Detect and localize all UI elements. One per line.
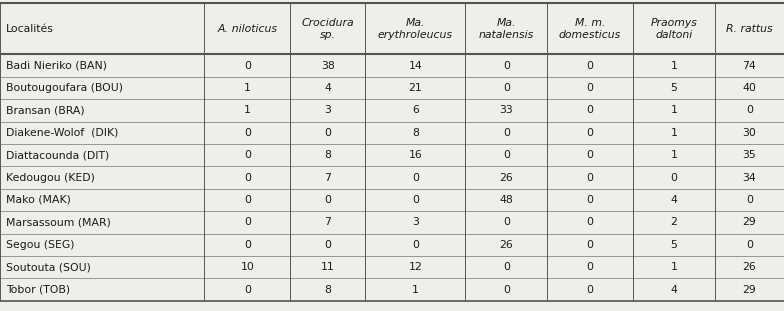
Text: 2: 2 — [670, 217, 677, 227]
Text: 0: 0 — [244, 285, 251, 295]
Text: Badi Nieriko (BAN): Badi Nieriko (BAN) — [6, 61, 107, 71]
Text: 1: 1 — [244, 83, 251, 93]
Text: 7: 7 — [325, 217, 331, 227]
Text: 0: 0 — [503, 128, 510, 138]
Text: M. m.
domesticus: M. m. domesticus — [559, 18, 621, 39]
Text: Diakene-Wolof  (DIK): Diakene-Wolof (DIK) — [6, 128, 118, 138]
Text: 0: 0 — [244, 128, 251, 138]
Text: 8: 8 — [325, 285, 331, 295]
Text: 1: 1 — [670, 61, 677, 71]
Text: 0: 0 — [244, 195, 251, 205]
Text: 6: 6 — [412, 105, 419, 115]
Text: 8: 8 — [325, 150, 331, 160]
Text: Segou (SEG): Segou (SEG) — [6, 240, 74, 250]
Text: 0: 0 — [586, 83, 593, 93]
Text: 3: 3 — [325, 105, 331, 115]
Text: 26: 26 — [499, 240, 514, 250]
Text: 10: 10 — [241, 262, 254, 272]
Text: Boutougoufara (BOU): Boutougoufara (BOU) — [6, 83, 123, 93]
Text: 0: 0 — [503, 61, 510, 71]
Text: 5: 5 — [670, 83, 677, 93]
Text: 38: 38 — [321, 61, 335, 71]
Text: 0: 0 — [586, 150, 593, 160]
Text: 1: 1 — [670, 128, 677, 138]
Text: 74: 74 — [742, 61, 757, 71]
Text: Kedougou (KED): Kedougou (KED) — [6, 173, 95, 183]
Text: 21: 21 — [408, 83, 423, 93]
Text: 40: 40 — [742, 83, 757, 93]
Text: 33: 33 — [499, 105, 514, 115]
Text: 0: 0 — [244, 240, 251, 250]
Text: 11: 11 — [321, 262, 335, 272]
Text: 0: 0 — [244, 173, 251, 183]
Text: 8: 8 — [412, 128, 419, 138]
Text: 0: 0 — [325, 195, 332, 205]
Text: 1: 1 — [412, 285, 419, 295]
Text: R. rattus: R. rattus — [726, 24, 773, 34]
Text: 0: 0 — [746, 195, 753, 205]
Text: 34: 34 — [742, 173, 757, 183]
Text: 0: 0 — [670, 173, 677, 183]
Text: 4: 4 — [325, 83, 331, 93]
Text: 26: 26 — [499, 173, 514, 183]
Text: 5: 5 — [670, 240, 677, 250]
Text: 1: 1 — [670, 262, 677, 272]
Text: 0: 0 — [586, 240, 593, 250]
Text: 0: 0 — [412, 195, 419, 205]
Text: Localités: Localités — [6, 24, 54, 34]
Text: 0: 0 — [503, 262, 510, 272]
Text: 7: 7 — [325, 173, 331, 183]
Text: 29: 29 — [742, 285, 757, 295]
Text: 0: 0 — [586, 262, 593, 272]
Text: Soutouta (SOU): Soutouta (SOU) — [6, 262, 91, 272]
Text: 0: 0 — [412, 173, 419, 183]
Text: 1: 1 — [244, 105, 251, 115]
Text: 0: 0 — [586, 105, 593, 115]
Text: 0: 0 — [503, 285, 510, 295]
Text: Tobor (TOB): Tobor (TOB) — [6, 285, 71, 295]
Text: 0: 0 — [586, 195, 593, 205]
Text: 0: 0 — [244, 61, 251, 71]
Text: Crocidura
sp.: Crocidura sp. — [302, 18, 354, 39]
Text: Ma.
erythroleucus: Ma. erythroleucus — [378, 18, 453, 39]
Text: 0: 0 — [586, 173, 593, 183]
Text: Marsassoum (MAR): Marsassoum (MAR) — [6, 217, 111, 227]
Text: Mako (MAK): Mako (MAK) — [6, 195, 71, 205]
Text: 0: 0 — [244, 217, 251, 227]
Text: 1: 1 — [670, 150, 677, 160]
Text: Bransan (BRA): Bransan (BRA) — [6, 105, 85, 115]
Text: A. niloticus: A. niloticus — [217, 24, 278, 34]
Text: 0: 0 — [503, 217, 510, 227]
Text: 14: 14 — [408, 61, 423, 71]
Text: 0: 0 — [746, 105, 753, 115]
Text: 0: 0 — [586, 61, 593, 71]
Text: 0: 0 — [586, 285, 593, 295]
Text: 16: 16 — [408, 150, 423, 160]
Text: 0: 0 — [325, 128, 332, 138]
Text: 30: 30 — [742, 128, 757, 138]
Text: Praomys
daltoni: Praomys daltoni — [651, 18, 697, 39]
Text: 3: 3 — [412, 217, 419, 227]
Text: 0: 0 — [586, 217, 593, 227]
Text: 0: 0 — [503, 83, 510, 93]
Text: 26: 26 — [742, 262, 757, 272]
Text: 0: 0 — [325, 240, 332, 250]
Text: 4: 4 — [670, 195, 677, 205]
Text: 12: 12 — [408, 262, 423, 272]
Text: 35: 35 — [742, 150, 757, 160]
Text: 1: 1 — [670, 105, 677, 115]
Text: 29: 29 — [742, 217, 757, 227]
Text: 0: 0 — [244, 150, 251, 160]
Text: 0: 0 — [503, 150, 510, 160]
Text: 0: 0 — [746, 240, 753, 250]
Text: 48: 48 — [499, 195, 514, 205]
Text: 0: 0 — [586, 128, 593, 138]
Text: Ma.
natalensis: Ma. natalensis — [479, 18, 534, 39]
Text: 0: 0 — [412, 240, 419, 250]
Text: 4: 4 — [670, 285, 677, 295]
Text: Diattacounda (DIT): Diattacounda (DIT) — [6, 150, 110, 160]
